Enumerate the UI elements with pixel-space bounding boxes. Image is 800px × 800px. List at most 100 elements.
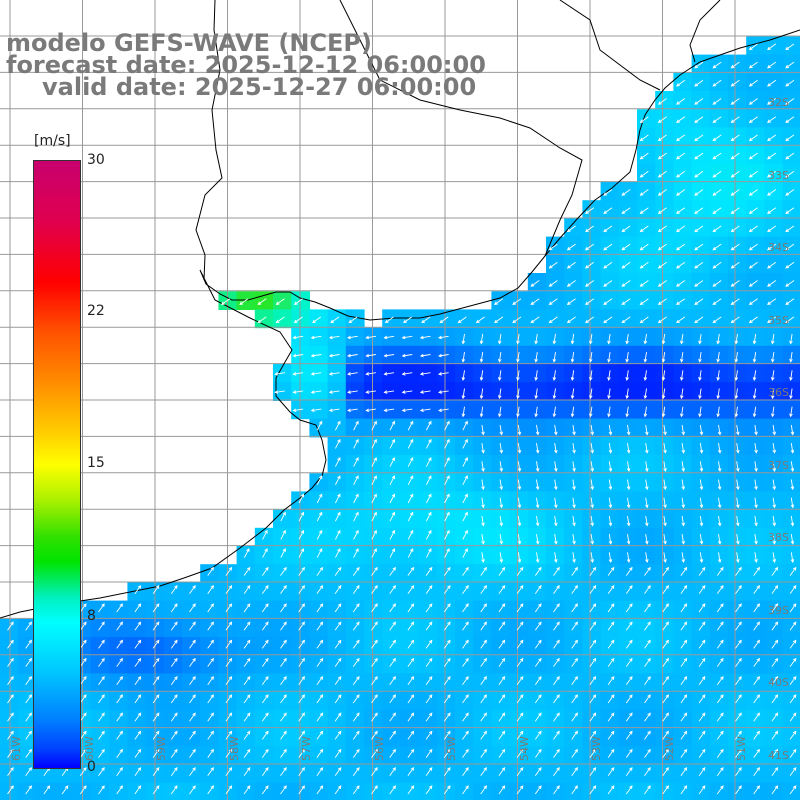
wind-speed-cell xyxy=(782,782,800,800)
wind-arrow xyxy=(407,585,415,595)
latitude-label: 34S xyxy=(768,241,789,254)
wind-arrow xyxy=(280,767,287,777)
wind-arrow xyxy=(170,730,178,740)
wind-arrow xyxy=(607,621,615,631)
wind-arrow xyxy=(644,785,651,795)
wind-arrow xyxy=(716,370,720,381)
wind-arrow xyxy=(335,529,341,540)
wind-arrow xyxy=(498,621,506,631)
wind-arrow xyxy=(425,657,433,667)
wind-arrow xyxy=(443,585,451,595)
wind-arrow xyxy=(716,767,724,777)
wind-arrow xyxy=(534,566,542,576)
wind-arrow xyxy=(310,353,322,358)
wind-arrow xyxy=(516,621,524,631)
wind-arrow xyxy=(748,43,758,51)
wind-arrow xyxy=(736,515,740,527)
wind-arrow xyxy=(98,621,105,631)
wind-arrow xyxy=(134,676,142,686)
wind-arrow xyxy=(79,767,87,777)
wind-arrow xyxy=(548,280,558,287)
wind-arrow xyxy=(280,548,286,558)
wind-arrow xyxy=(790,443,795,454)
wind-arrow xyxy=(771,585,779,595)
wind-arrow xyxy=(371,511,377,522)
wind-arrow xyxy=(353,548,359,558)
wind-arrow xyxy=(785,134,795,142)
wind-arrow xyxy=(736,497,740,509)
wind-arrow xyxy=(480,712,487,722)
wind-arrow xyxy=(152,712,160,722)
wind-arrow xyxy=(717,497,722,509)
wind-arrow xyxy=(152,603,160,613)
wind-arrow xyxy=(735,748,742,758)
wind-arrow xyxy=(207,676,214,686)
wind-arrow xyxy=(444,438,450,449)
wind-arrow xyxy=(767,189,777,196)
wind-arrow xyxy=(607,406,611,418)
wind-arrow xyxy=(767,298,777,305)
wind-arrow xyxy=(712,316,722,324)
wind-arrow xyxy=(680,676,688,686)
wind-arrow xyxy=(771,748,779,758)
wind-arrow xyxy=(462,748,469,758)
wind-arrow xyxy=(789,748,797,758)
wind-arrow xyxy=(335,420,341,431)
wind-arrow xyxy=(189,694,196,704)
wind-arrow xyxy=(498,785,506,795)
wind-arrow xyxy=(426,420,432,431)
wind-arrow xyxy=(316,767,324,777)
wind-arrow xyxy=(25,748,32,758)
wind-arrow xyxy=(607,730,615,740)
wind-arrow xyxy=(517,534,522,545)
wind-arrow xyxy=(657,170,667,178)
wind-arrow xyxy=(25,639,32,649)
wind-arrow xyxy=(535,443,540,454)
wind-arrow xyxy=(712,189,722,196)
wind-speed-cell xyxy=(782,491,800,511)
wind-arrow xyxy=(590,443,595,454)
wind-arrow xyxy=(371,585,378,595)
wind-arrow xyxy=(280,785,287,795)
wind-arrow xyxy=(785,261,795,269)
wind-arrow xyxy=(663,424,667,436)
wind-arrow xyxy=(499,552,504,563)
wind-arrow xyxy=(639,316,649,324)
wind-arrow xyxy=(716,603,724,613)
wind-arrow xyxy=(603,225,613,233)
wind-arrow xyxy=(734,370,739,381)
wind-arrow xyxy=(444,529,450,540)
wind-arrow xyxy=(383,335,395,340)
wind-arrow xyxy=(134,603,142,613)
wind-arrow xyxy=(334,585,342,595)
wind-arrow xyxy=(292,353,304,358)
wind-arrow xyxy=(645,534,649,545)
wind-arrow xyxy=(662,785,669,795)
wind-arrow xyxy=(680,767,688,777)
wind-arrow xyxy=(371,621,378,631)
wind-arrow xyxy=(401,353,413,358)
wind-arrow xyxy=(681,497,686,509)
wind-arrow xyxy=(679,370,684,381)
wind-arrow xyxy=(789,694,797,704)
wind-arrow xyxy=(426,438,432,449)
wind-arrow xyxy=(534,712,542,722)
wind-arrow xyxy=(535,515,540,527)
wind-arrow xyxy=(334,748,342,758)
wind-arrow xyxy=(152,621,160,631)
wind-arrow xyxy=(225,657,233,667)
wind-arrow xyxy=(626,497,631,509)
latitude-label: 33S xyxy=(768,168,789,182)
wind-arrow xyxy=(425,621,433,631)
colorbar-tick-30: 30 xyxy=(87,152,105,168)
border-line xyxy=(689,0,721,63)
wind-arrow xyxy=(371,639,378,649)
wind-arrow xyxy=(698,694,706,704)
wind-arrow xyxy=(717,552,722,563)
wind-arrow xyxy=(352,566,360,576)
wind-arrow xyxy=(498,767,506,777)
wind-arrow xyxy=(789,566,797,576)
wind-arrow xyxy=(462,694,469,704)
wind-arrow xyxy=(772,552,777,563)
wind-arrow xyxy=(371,603,378,613)
